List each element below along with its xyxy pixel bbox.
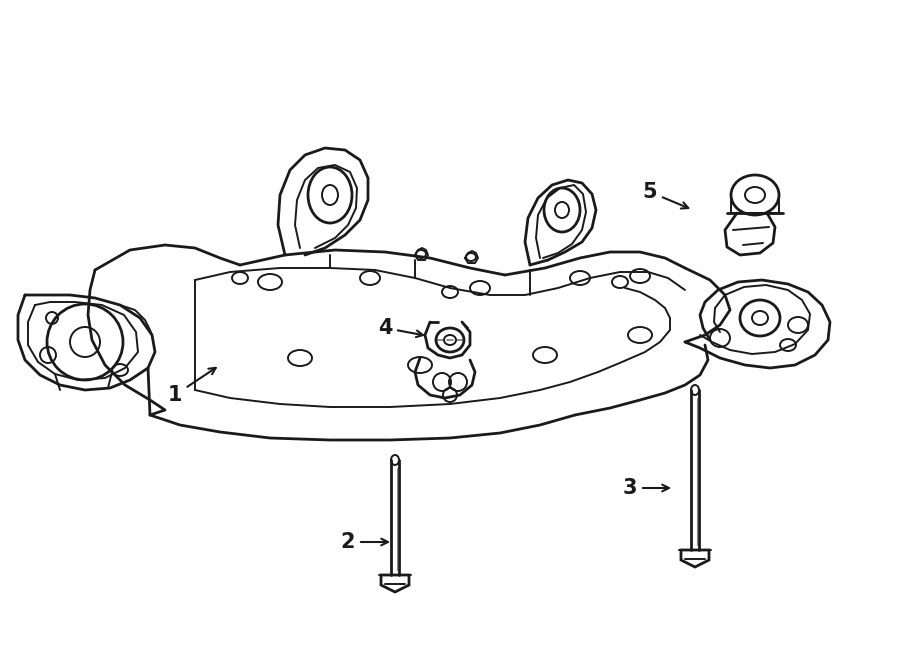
Text: 4: 4 (378, 318, 423, 338)
Text: 2: 2 (341, 532, 388, 552)
Text: 3: 3 (623, 478, 669, 498)
Text: 1: 1 (167, 368, 216, 405)
Text: 5: 5 (643, 182, 689, 208)
